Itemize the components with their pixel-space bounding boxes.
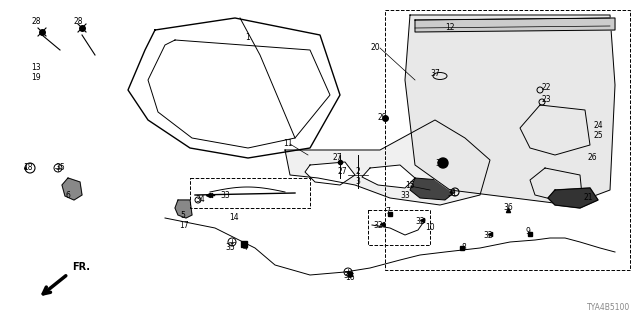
Polygon shape	[175, 200, 192, 218]
Text: 10: 10	[425, 223, 435, 233]
Circle shape	[438, 158, 448, 168]
Polygon shape	[62, 178, 82, 200]
Text: 7: 7	[385, 207, 390, 217]
Text: 35: 35	[343, 271, 353, 281]
Text: 17: 17	[179, 221, 189, 230]
Polygon shape	[530, 168, 582, 200]
Text: 31: 31	[447, 189, 457, 198]
Text: 29: 29	[377, 114, 387, 123]
Polygon shape	[415, 18, 615, 32]
Text: 30: 30	[435, 159, 445, 169]
Text: 1: 1	[246, 34, 250, 43]
Text: 25: 25	[593, 132, 603, 140]
Polygon shape	[362, 165, 415, 188]
Text: 6: 6	[65, 191, 70, 201]
Text: 23: 23	[541, 95, 551, 105]
Text: 28: 28	[73, 18, 83, 27]
Polygon shape	[128, 18, 340, 158]
Text: 13: 13	[31, 63, 41, 73]
Polygon shape	[520, 105, 590, 155]
Polygon shape	[305, 162, 355, 185]
Text: 24: 24	[593, 122, 603, 131]
Polygon shape	[548, 188, 598, 208]
Text: 33: 33	[400, 191, 410, 201]
Polygon shape	[410, 178, 455, 200]
Text: 32: 32	[373, 221, 383, 230]
Text: 15: 15	[405, 181, 415, 190]
Text: 36: 36	[503, 204, 513, 212]
Text: FR.: FR.	[72, 262, 90, 272]
Text: 9: 9	[525, 228, 531, 236]
Text: 14: 14	[229, 213, 239, 222]
Text: 32: 32	[415, 218, 425, 227]
Text: 32: 32	[483, 231, 493, 241]
Text: 5: 5	[180, 211, 186, 220]
Polygon shape	[405, 15, 615, 205]
Text: 34: 34	[195, 196, 205, 204]
Text: 19: 19	[31, 74, 41, 83]
Text: 2: 2	[356, 167, 360, 177]
Text: 21: 21	[583, 194, 593, 203]
Text: 28: 28	[31, 18, 41, 27]
Bar	[385, 10, 630, 270]
Text: 33: 33	[220, 191, 230, 201]
Bar	[368, 210, 430, 245]
Text: 3: 3	[356, 178, 360, 187]
Text: 35: 35	[225, 244, 235, 252]
Text: 26: 26	[587, 154, 597, 163]
Text: 11: 11	[284, 140, 292, 148]
Text: 4: 4	[243, 244, 248, 252]
Text: 20: 20	[370, 44, 380, 52]
Text: 35: 35	[55, 164, 65, 172]
Text: 8: 8	[461, 244, 467, 252]
Text: TYA4B5100: TYA4B5100	[587, 303, 630, 312]
Text: 16: 16	[345, 274, 355, 283]
Text: 18: 18	[23, 164, 33, 172]
Text: 27: 27	[337, 167, 347, 177]
Text: 12: 12	[445, 23, 455, 33]
Polygon shape	[285, 120, 490, 205]
Text: 37: 37	[430, 69, 440, 78]
Bar	[190, 178, 310, 208]
Text: 22: 22	[541, 84, 551, 92]
Text: 27: 27	[332, 154, 342, 163]
